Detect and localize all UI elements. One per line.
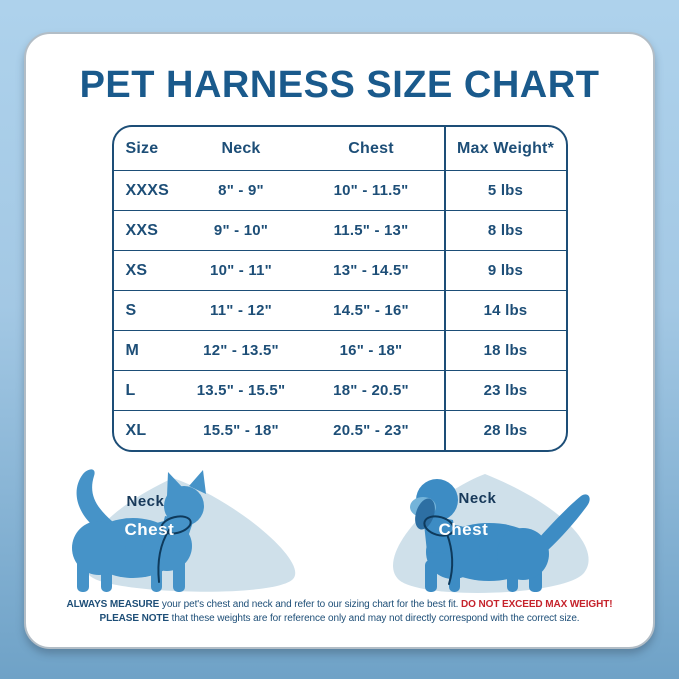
chest-value: 16" - 18" — [339, 342, 403, 359]
header-neck: Neck — [221, 139, 261, 157]
max-weight-value: 18 lbs — [443, 331, 566, 370]
header-max-weight: Max Weight* — [443, 127, 566, 170]
footnote-line-1-text: your pet's chest and neck and refer to o… — [159, 599, 462, 610]
neck-value: 9" - 10" — [213, 222, 269, 239]
chest-value: 11.5" - 13" — [333, 222, 409, 239]
size-value: S — [125, 301, 137, 319]
size-table: Size Neck Chest Max Weight* XXXS 8" - 9"… — [111, 125, 568, 452]
footnote-max-weight-warning: DO NOT EXCEED MAX WEIGHT! — [461, 599, 613, 610]
max-weight-value: 9 lbs — [443, 251, 566, 290]
footnote-line-2-text: that these weights are for reference onl… — [168, 613, 580, 624]
neck-value: 8" - 9" — [218, 182, 264, 199]
max-weight-value: 14 lbs — [443, 291, 566, 330]
cat-measurement-figure: Neck Chest — [61, 460, 323, 594]
dog-chest-label: Chest — [438, 520, 489, 539]
neck-value: 10" - 11" — [210, 262, 272, 279]
cat-chest-label: Chest — [124, 520, 175, 539]
size-value: M — [125, 341, 140, 359]
footnote: ALWAYS MEASURE your pet's chest and neck… — [26, 598, 653, 626]
max-weight-value: 8 lbs — [443, 211, 566, 250]
footnote-line-2: PLEASE NOTE that these weights are for r… — [50, 612, 629, 626]
header-chest: Chest — [348, 139, 394, 157]
size-value: XXXS — [125, 181, 169, 199]
dog-harness-lines — [422, 515, 455, 585]
dog-measurement-figure: Neck Chest — [357, 460, 619, 594]
table-row-m: M 12" - 13.5" 16" - 18" 18 lbs — [113, 330, 566, 370]
cat-neck-label: Neck — [126, 493, 165, 510]
table-row-xl: XL 15.5" - 18" 20.5" - 23" 28 lbs — [113, 410, 566, 450]
chest-value: 14.5" - 16" — [333, 302, 409, 319]
table-row-s: S 11" - 12" 14.5" - 16" 14 lbs — [113, 290, 566, 330]
footnote-line-1: ALWAYS MEASURE your pet's chest and neck… — [50, 598, 629, 612]
cat-illustration — [71, 469, 295, 592]
size-chart-card: PET HARNESS SIZE CHART Size Neck Chest M… — [24, 32, 655, 649]
neck-value: 15.5" - 18" — [203, 422, 279, 439]
measurement-diagrams: Neck Chest — [26, 460, 653, 594]
size-value: XXS — [125, 221, 159, 239]
size-value: XS — [125, 261, 148, 279]
dog-neck-label: Neck — [458, 490, 497, 507]
chest-value: 10" - 11.5" — [333, 182, 409, 199]
dog-illustration — [392, 474, 590, 593]
max-weight-value: 5 lbs — [443, 171, 566, 210]
header-size: Size — [125, 139, 159, 157]
footnote-measure-emphasis: ALWAYS MEASURE — [66, 599, 160, 610]
neck-value: 12" - 13.5" — [203, 342, 279, 359]
table-row-xs: XS 10" - 11" 13" - 14.5" 9 lbs — [113, 250, 566, 290]
chest-value: 20.5" - 23" — [333, 422, 409, 439]
max-weight-value: 28 lbs — [443, 411, 566, 450]
cat-harness-lines — [156, 515, 192, 583]
table-row-l: L 13.5" - 15.5" 18" - 20.5" 23 lbs — [113, 370, 566, 410]
table-header-row: Size Neck Chest Max Weight* — [114, 127, 566, 170]
size-value: L — [125, 381, 136, 399]
chest-value: 13" - 14.5" — [333, 262, 409, 279]
size-value: XL — [125, 421, 147, 439]
neck-value: 13.5" - 15.5" — [196, 382, 286, 399]
table-row-xxxs: XXXS 8" - 9" 10" - 11.5" 5 lbs — [113, 170, 566, 210]
neck-value: 11" - 12" — [210, 302, 272, 319]
table-row-xxs: XXS 9" - 10" 11.5" - 13" 8 lbs — [113, 210, 566, 250]
max-weight-value: 23 lbs — [443, 371, 566, 410]
page-title: PET HARNESS SIZE CHART — [79, 64, 600, 106]
chest-value: 18" - 20.5" — [333, 382, 409, 399]
footnote-note-emphasis: PLEASE NOTE — [99, 613, 170, 624]
